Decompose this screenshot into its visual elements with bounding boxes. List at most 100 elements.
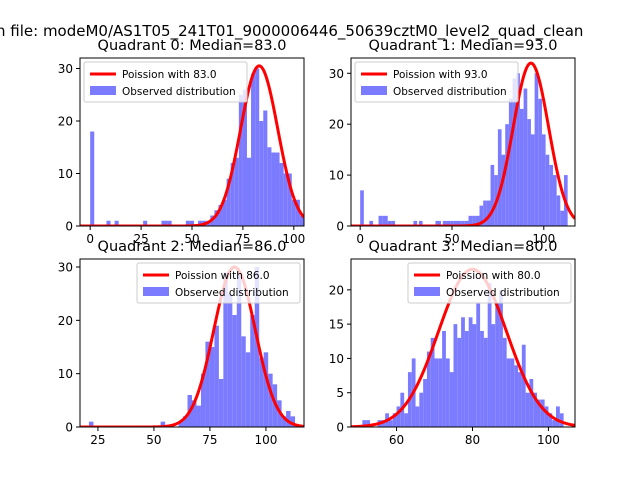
histogram-bar [242,89,247,226]
histogram-bar [472,324,477,427]
histogram-bar [230,163,235,226]
histogram-bar [510,358,515,427]
histogram-bar [523,88,528,226]
legend-bar-label: Observed distribution [175,287,289,299]
histogram-bar [251,73,256,226]
y-tick-label: 10 [58,167,73,181]
histogram-bar [223,272,228,427]
histogram-bar [378,215,383,226]
histogram-bar [209,347,215,427]
x-tick-label: 25 [90,433,105,447]
histogram-bar [391,220,396,226]
histogram-bar [501,154,506,226]
histogram-bar [271,152,276,226]
x-tick-label: 0 [356,232,364,246]
histogram-bar [362,420,367,427]
x-tick-label: 75 [235,232,250,246]
histogram-bar [552,175,557,226]
histogram-bar [189,220,195,226]
histogram-bar [521,344,526,427]
histogram-bar [246,157,252,226]
poisson-curve [80,265,304,427]
histogram-bar [205,341,210,427]
histogram-bar [178,421,184,427]
histogram-bar [530,134,535,226]
histogram-bar [90,131,95,226]
histogram-bar [238,94,243,226]
histogram-bar [236,272,242,427]
histogram-bar [196,405,201,427]
histogram-bar [192,400,197,427]
histogram-bar [232,315,237,427]
y-tick-label: 10 [329,169,344,183]
histogram-bar [475,215,480,226]
histogram-bar [499,289,503,427]
histogram-bar [226,178,231,226]
histogram-bar [114,220,119,226]
histogram-bar [415,406,420,427]
histogram-bar [423,379,427,427]
histogram-bar [161,220,168,226]
histogram-bar [545,154,550,226]
histogram-bar [290,416,296,427]
y-tick-label: 0 [336,421,344,435]
histogram-bar [468,317,473,427]
histogram-bar [479,205,484,226]
axes-frame [350,258,576,428]
histogram-bar [287,173,292,226]
histogram-bar [442,220,447,226]
legend-box [83,61,248,103]
legend-bar-label: Observed distribution [446,287,560,299]
histogram-bar [549,164,553,226]
histogram-bar [366,420,370,427]
histogram-bar [505,124,509,226]
histogram-bar [480,331,484,427]
histogram-bar [457,337,462,427]
axes-frame [79,258,305,428]
histogram-bar [267,147,272,226]
histogram-bar [453,324,458,427]
histogram-bar [512,78,517,226]
y-tick-label: 20 [58,115,73,129]
y-tick-label: 0 [65,421,73,435]
histogram-bar [548,413,553,427]
histogram-bar [525,392,530,427]
histogram-bar [468,215,473,226]
histogram-bar [281,416,287,427]
histogram-bar [369,220,374,226]
figure-suptitle: n file: modeM0/AS1T05_241T01_9000006446_… [0,22,583,41]
histogram-bar [450,220,454,226]
histogram-bar [279,163,284,226]
histogram-bar [404,413,408,427]
subplot-title: Quadrant 1: Median=93.0 [369,38,558,54]
subplot-title: Quadrant 0: Median=83.0 [98,38,287,54]
histogram-bar [254,267,260,427]
legend: Poission with 80.0 Observed distribution [407,262,572,304]
histogram-bar [435,220,441,226]
plot-area [80,265,304,427]
y-tick-label: 30 [58,62,73,76]
histogram-bar [360,190,364,226]
subplot-title: Quadrant 3: Median=80.0 [369,239,558,255]
histogram-bar [392,413,397,427]
histogram-bar [283,173,288,226]
legend-bar-label: Observed distribution [122,86,236,98]
histogram-bar [446,220,451,226]
legend-line-label: Poission with 80.0 [446,270,541,282]
histogram-bar [461,220,465,226]
x-tick-label: 60 [389,433,404,447]
histogram-bar [442,331,446,427]
histogram-bar [259,121,264,226]
histogram-bar [413,220,418,226]
histogram-bar [438,358,443,427]
histogram-bar [88,421,94,427]
histogram-bar [198,220,203,226]
legend-bar-swatch [143,287,169,296]
subplot-quadrant-2: 25 50 75 100 0 10 20 30 Quadrant 2: Median=86.0 P… [58,239,305,447]
histogram-bar [396,406,401,427]
x-tick-label: 75 [202,433,217,447]
histogram-bar [200,373,206,427]
histogram-bar [464,220,469,226]
histogram-bar [255,68,260,226]
